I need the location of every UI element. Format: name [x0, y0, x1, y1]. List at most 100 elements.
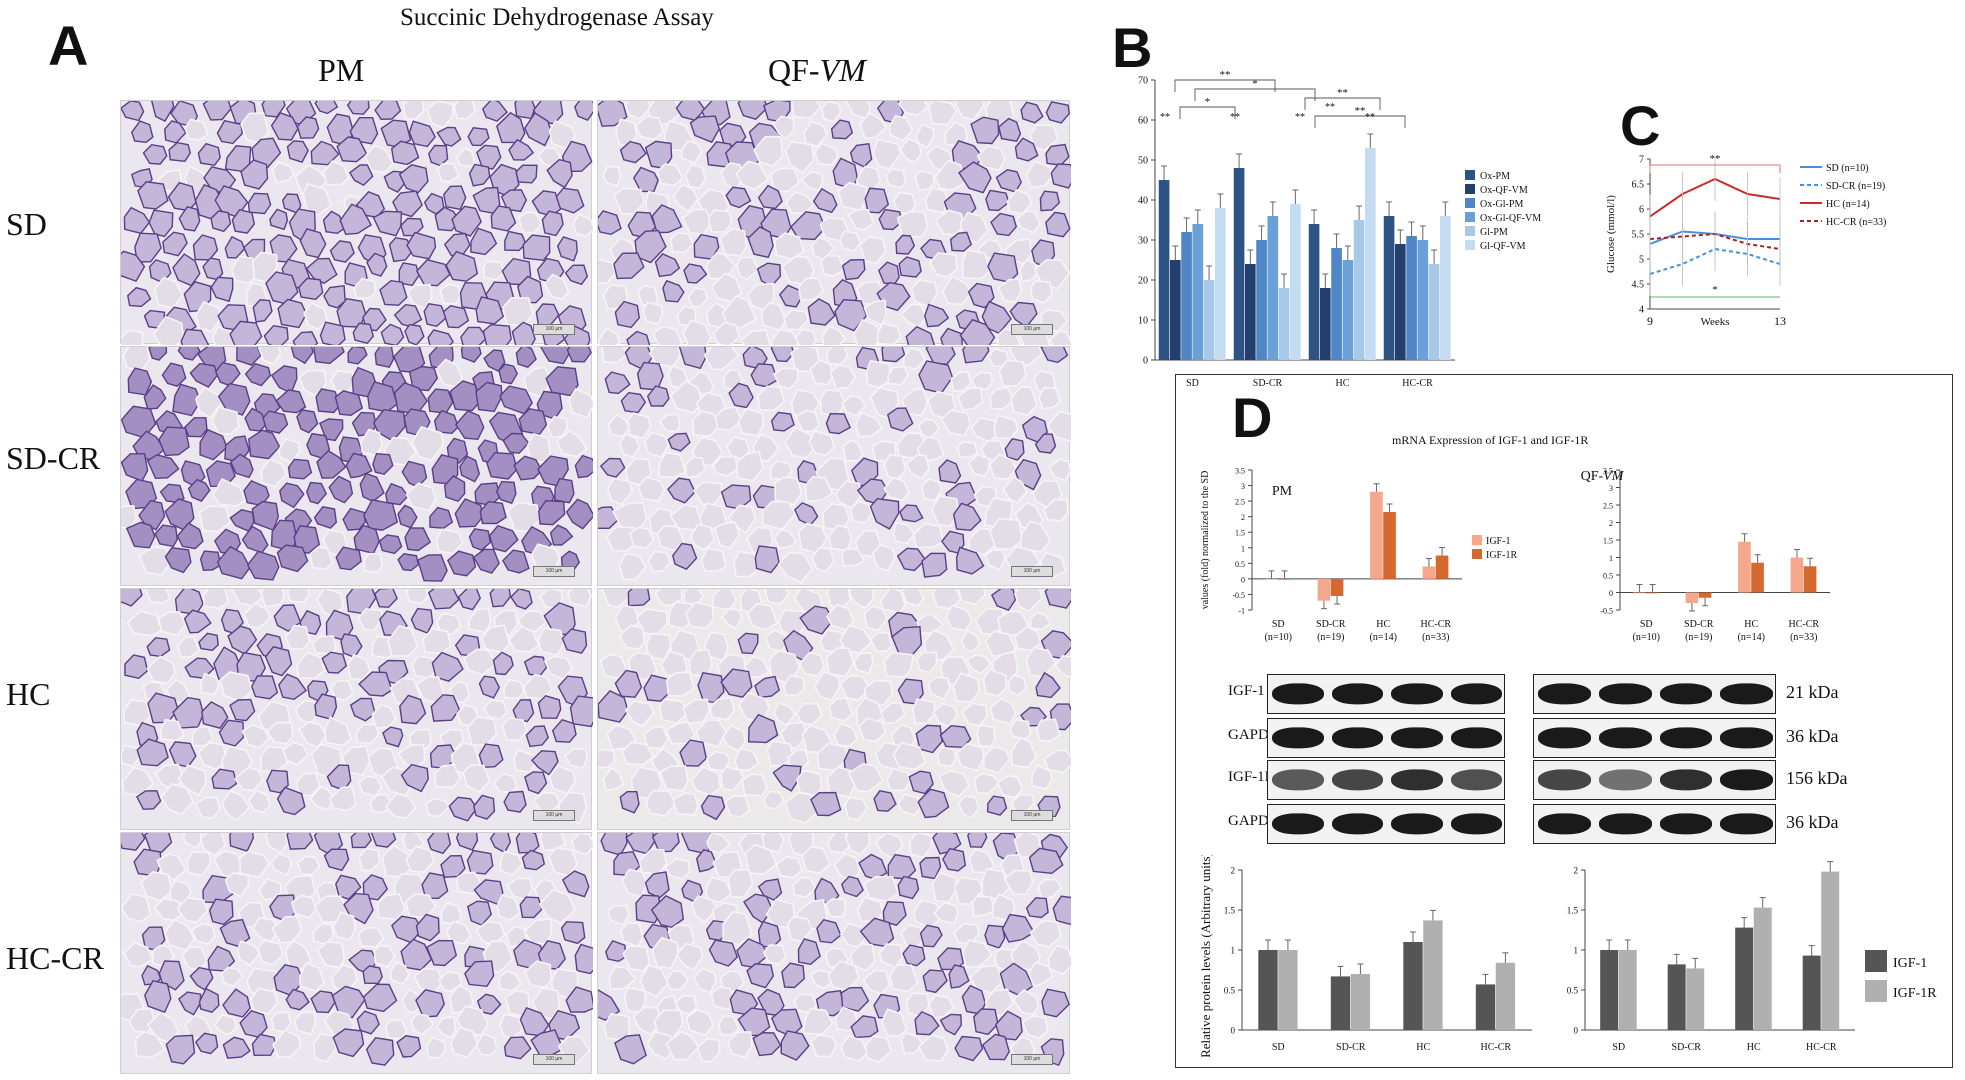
muscle-fiber — [614, 1034, 647, 1065]
muscle-fiber — [292, 331, 319, 354]
muscle-fiber — [362, 552, 384, 574]
muscle-fiber — [134, 1031, 166, 1059]
muscle-fiber — [1029, 919, 1062, 948]
muscle-fiber — [773, 232, 805, 260]
muscle-fiber — [373, 944, 396, 968]
muscle-fiber — [158, 426, 190, 457]
muscle-fiber — [809, 359, 834, 386]
legend-label-0: Ox-PM — [1480, 171, 1510, 182]
muscle-fiber — [392, 190, 423, 218]
blot-band — [1720, 769, 1773, 791]
muscle-fiber — [669, 232, 695, 254]
muscle-fiber — [415, 913, 440, 942]
muscle-fiber — [1014, 581, 1043, 613]
muscle-fiber — [222, 988, 251, 1018]
legend-label-1: SD-CR (n=19) — [1826, 181, 1885, 192]
muscle-fiber — [298, 720, 328, 748]
muscle-fiber — [264, 828, 289, 854]
row-label-sdcr: SD-CR — [6, 440, 101, 476]
muscle-fiber — [982, 668, 1007, 697]
muscle-fiber — [168, 141, 192, 163]
muscle-fiber — [208, 898, 234, 926]
muscle-fiber — [266, 721, 294, 745]
muscle-fiber — [219, 671, 254, 703]
y-axis-label: Glucose (mmol/l) — [1605, 195, 1617, 273]
legend-swatch — [1465, 184, 1475, 194]
muscle-fiber — [277, 437, 301, 463]
muscle-fiber — [684, 456, 706, 478]
muscle-fiber — [687, 286, 709, 308]
muscle-fiber — [449, 380, 481, 412]
muscle-fiber — [463, 648, 498, 676]
category-label: SD-CR — [1316, 619, 1346, 630]
muscle-fiber — [336, 136, 368, 163]
muscle-fiber — [430, 694, 461, 722]
muscle-fiber — [990, 212, 1018, 237]
category-label: HC — [1336, 378, 1350, 389]
y-tick-label: 2.5 — [1603, 502, 1613, 511]
blot-2-pm — [1267, 760, 1505, 800]
muscle-fiber — [1042, 498, 1069, 522]
muscle-fiber — [372, 210, 403, 237]
muscle-fiber — [118, 329, 144, 358]
muscle-fiber — [754, 545, 780, 574]
muscle-fiber — [518, 407, 548, 436]
muscle-fiber — [146, 655, 177, 685]
muscle-fiber — [720, 607, 744, 630]
category-label: SD — [1272, 619, 1285, 630]
muscle-fiber — [445, 250, 479, 282]
muscle-fiber — [140, 870, 173, 902]
muscle-fiber — [910, 278, 938, 309]
muscle-fiber — [515, 164, 538, 184]
blot-3-qfvm — [1533, 804, 1776, 844]
muscle-fiber — [832, 722, 859, 747]
bar-sd-cr-0 — [1667, 964, 1686, 1030]
category-label: SD-CR — [1672, 1042, 1702, 1053]
muscle-fiber — [503, 1036, 532, 1060]
muscle-fiber — [460, 326, 488, 348]
muscle-fiber — [1039, 190, 1061, 212]
muscle-fiber — [685, 1009, 715, 1037]
muscle-fiber — [865, 360, 892, 389]
muscle-fiber — [897, 793, 922, 817]
panel-a-title: Succinic Dehydrogenase Assay — [400, 4, 714, 31]
muscle-fiber — [952, 502, 982, 532]
muscle-fiber — [848, 582, 875, 610]
muscle-fiber — [886, 767, 911, 792]
muscle-fiber — [221, 789, 251, 822]
muscle-fiber — [761, 500, 797, 531]
muscle-fiber — [960, 629, 981, 653]
bar-hc-cr-0 — [1383, 216, 1395, 360]
muscle-fiber — [161, 362, 187, 387]
muscle-fiber — [555, 187, 585, 214]
bar-hc-0 — [1308, 224, 1320, 360]
muscle-fiber — [541, 210, 564, 237]
bar-hc-1 — [1320, 288, 1331, 360]
muscle-fiber — [295, 651, 325, 680]
muscle-fiber — [838, 624, 873, 654]
muscle-fiber — [524, 112, 553, 147]
muscle-fiber — [217, 382, 251, 416]
muscle-fiber — [316, 449, 347, 479]
muscle-fiber — [349, 117, 379, 145]
muscle-fiber — [153, 276, 184, 309]
bar-hc-4 — [1353, 220, 1365, 360]
muscle-fiber — [431, 651, 464, 682]
muscle-fiber — [787, 748, 810, 770]
blot-label-1: GAPDH — [1228, 727, 1280, 743]
muscle-fiber — [574, 454, 599, 479]
bar-hc-0 — [1403, 942, 1423, 1030]
sig-bracket — [1179, 106, 1236, 119]
muscle-fiber — [680, 139, 703, 164]
muscle-fiber — [607, 413, 631, 437]
muscle-fiber — [1002, 475, 1028, 504]
legend-label-igf1r: IGF-1R — [1486, 550, 1517, 561]
muscle-fiber — [914, 123, 935, 150]
muscle-fiber — [614, 300, 641, 329]
legend-swatch — [1465, 240, 1475, 250]
muscle-fiber — [400, 763, 429, 793]
muscle-fiber — [735, 160, 770, 191]
category-n: (n=14) — [1738, 632, 1765, 643]
muscle-fiber — [847, 762, 885, 793]
muscle-fiber — [199, 428, 228, 461]
